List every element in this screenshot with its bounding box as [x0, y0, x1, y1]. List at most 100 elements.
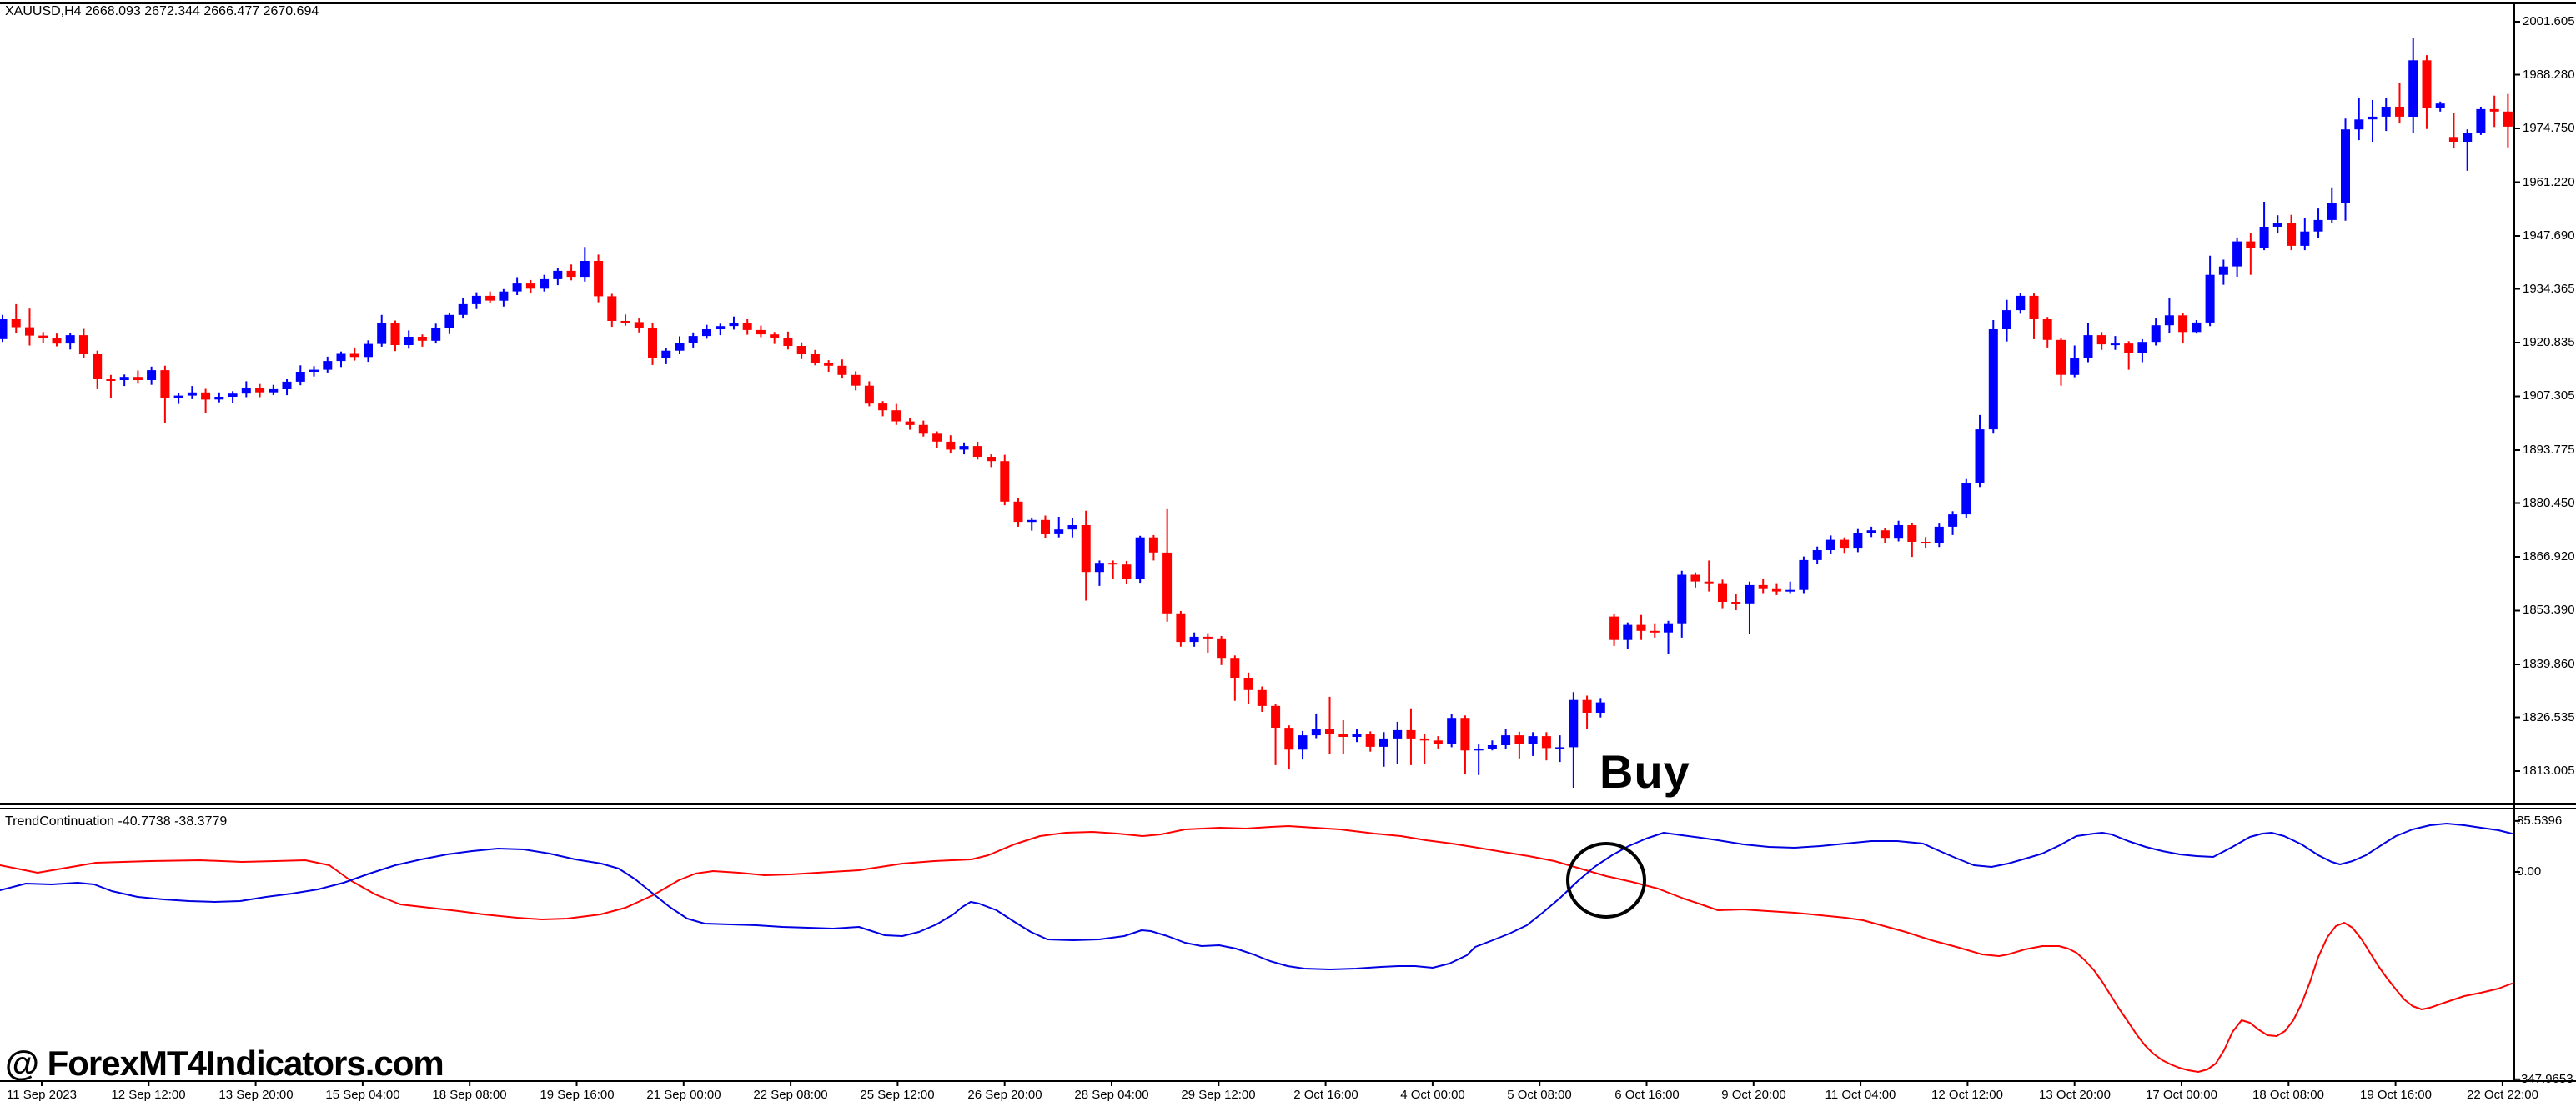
- time-axis-label: 11 Sep 2023: [7, 1088, 77, 1102]
- candle-body: [620, 321, 630, 323]
- candle-body: [946, 441, 956, 450]
- candle-body: [2016, 295, 2026, 311]
- candle-body: [2246, 241, 2256, 248]
- candle-body: [1054, 529, 1064, 534]
- price-axis-label: 1813.005: [2523, 764, 2575, 778]
- candle-body: [52, 338, 62, 344]
- candle-body: [471, 295, 481, 304]
- watermark: @ ForexMT4Indicators.com: [5, 1044, 444, 1083]
- candle-body: [716, 326, 726, 329]
- time-axis-label: 13 Oct 20:00: [2039, 1088, 2111, 1102]
- candle-body: [661, 350, 671, 358]
- time-axis-label: 18 Oct 08:00: [2252, 1088, 2324, 1102]
- candle-body: [1487, 745, 1497, 749]
- candle-body: [688, 336, 698, 343]
- candle-body: [241, 388, 251, 394]
- candle-body: [2205, 274, 2215, 323]
- candle-body: [1840, 539, 1850, 549]
- candle-body: [336, 353, 346, 362]
- pane-separator-line-1[interactable]: [0, 803, 2576, 805]
- candle-body: [2151, 325, 2161, 343]
- candle-body: [65, 335, 75, 344]
- time-axis-label: 15 Sep 04:00: [325, 1088, 400, 1102]
- candle-body: [566, 270, 576, 278]
- candle-body: [770, 334, 780, 338]
- candle-body: [1988, 329, 1998, 430]
- candle-body: [1799, 559, 1809, 590]
- candle-body: [1582, 699, 1592, 713]
- candle-body: [93, 354, 103, 379]
- time-axis-label: 5 Oct 08:00: [1507, 1088, 1572, 1102]
- time-axis-label: 26 Sep 20:00: [967, 1088, 1042, 1102]
- candle-body: [2313, 219, 2323, 232]
- candle-body: [1636, 624, 1646, 631]
- candle-body: [824, 363, 834, 366]
- candle-body: [1393, 729, 1403, 739]
- price-axis-label: 2001.605: [2523, 14, 2575, 28]
- price-axis-label: 1947.690: [2523, 228, 2575, 243]
- candle-body: [2056, 339, 2066, 375]
- candle-body: [255, 388, 265, 393]
- candles-group: [0, 38, 2513, 788]
- candle-body: [187, 392, 197, 396]
- candle-body: [1162, 552, 1173, 614]
- time-axis-label: 25 Sep 12:00: [860, 1088, 935, 1102]
- candle-body: [1067, 525, 1077, 530]
- candle-body: [959, 446, 969, 450]
- candle-body: [1650, 630, 1660, 633]
- candle-body: [214, 397, 224, 400]
- candle-body: [431, 328, 441, 341]
- indicator-axis-label: 85.5396: [2517, 814, 2563, 828]
- candle-body: [864, 385, 874, 404]
- candle-body: [309, 369, 319, 372]
- candle-body: [1880, 530, 1890, 539]
- candle-body: [783, 338, 793, 346]
- candle-body: [1948, 514, 1958, 527]
- candle-body: [2448, 137, 2458, 142]
- candle-body: [1325, 729, 1334, 734]
- candle-body: [1189, 636, 1199, 643]
- time-axis-label: 12 Oct 12:00: [1931, 1088, 2003, 1102]
- candle-body: [851, 374, 861, 386]
- candle-body: [2341, 129, 2350, 203]
- time-axis-label: 22 Oct 22:00: [2467, 1088, 2538, 1102]
- candle-body: [1122, 564, 1132, 579]
- candle-body: [133, 377, 143, 380]
- candle-body: [417, 337, 427, 341]
- candle-body: [1460, 718, 1470, 751]
- candle-body: [269, 388, 279, 393]
- candle-body: [1108, 563, 1118, 565]
- indicator-axis-label: 0.00: [2517, 864, 2542, 879]
- candle-body: [1135, 537, 1145, 579]
- candle-body: [837, 365, 847, 375]
- candle-body: [2435, 103, 2445, 108]
- time-axis-label: 4 Oct 00:00: [1400, 1088, 1465, 1102]
- candle-body: [1758, 584, 1768, 589]
- candle-body: [201, 392, 211, 400]
- candle-body: [2137, 342, 2147, 353]
- candle-body: [1745, 584, 1755, 604]
- candle-body: [1704, 581, 1714, 584]
- candle-body: [2408, 60, 2418, 117]
- candle-body: [553, 270, 563, 279]
- candle-body: [173, 395, 183, 398]
- time-axis-label: 19 Oct 16:00: [2360, 1088, 2432, 1102]
- candle-body: [2164, 315, 2174, 326]
- time-axis-label: 11 Oct 04:00: [1825, 1088, 1896, 1102]
- symbol-quote-line: XAUUSD,H4 2668.093 2672.344 2666.477 267…: [5, 4, 319, 18]
- candle-body: [25, 327, 34, 336]
- candle-body: [607, 296, 617, 321]
- candle-body: [1541, 736, 1551, 749]
- candle-body: [1934, 526, 1944, 543]
- candle-body: [2287, 223, 2297, 246]
- candle-body: [2110, 343, 2120, 346]
- candle-body: [2327, 203, 2337, 220]
- price-axis-label: 1988.280: [2523, 68, 2575, 82]
- candle-body: [2029, 295, 2039, 319]
- candle-body: [796, 346, 806, 354]
- candle-body: [1595, 702, 1605, 713]
- candle-body: [2232, 241, 2242, 267]
- candle-body: [1217, 638, 1227, 659]
- price-axis-label: 1826.535: [2523, 710, 2575, 724]
- candle-body: [485, 295, 495, 301]
